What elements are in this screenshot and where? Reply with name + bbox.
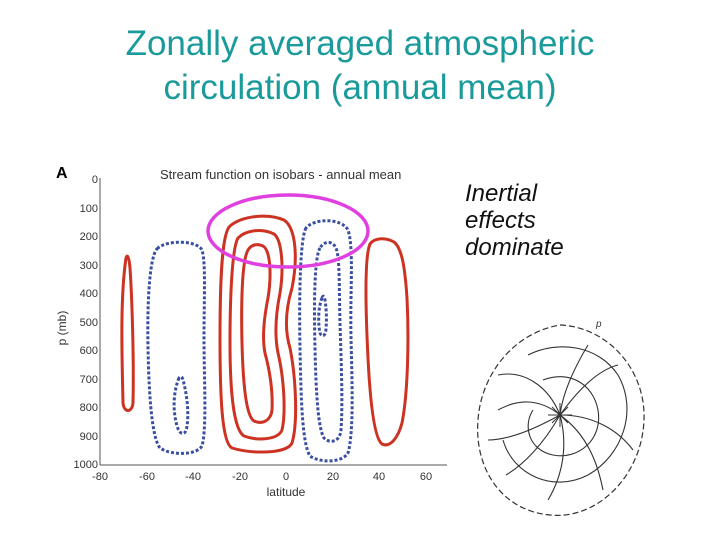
spiral-flow-diagram: p [468, 315, 653, 535]
x-tick-label: -20 [232, 471, 248, 483]
annotation-line-2: effects [465, 207, 536, 234]
annotation-text: Inertial effects dominate [465, 180, 665, 261]
y-axis-label: p (mb) [55, 311, 69, 346]
contour-positive [218, 214, 298, 454]
x-tick-label: 0 [283, 471, 289, 483]
contour-negative [317, 294, 328, 338]
y-tick-label: 800 [80, 402, 98, 414]
plot-title: Stream function on isobars - annual mean [160, 167, 401, 182]
rotating-spiral-flow-icon: p [477, 319, 645, 516]
y-tick-label: 0 [92, 174, 98, 186]
slide-title: Zonally averaged atmospheric circulation… [0, 22, 720, 110]
x-tick-label: 20 [327, 471, 339, 483]
y-tick-label: 400 [80, 288, 98, 300]
contour-positive [364, 237, 410, 447]
contour-negative [313, 240, 344, 443]
contour-positive [120, 254, 135, 412]
stream-function-figure: A Stream function on isobars - annual me… [52, 158, 462, 503]
slide-title-line-2: circulation (annual mean) [163, 68, 557, 107]
y-tick-label: 700 [80, 374, 98, 386]
y-tick-label: 100 [80, 203, 98, 215]
x-tick-label: 40 [373, 471, 385, 483]
x-tick-label: -60 [139, 471, 155, 483]
y-tick-label: 900 [80, 431, 98, 443]
contour-positive [228, 229, 286, 441]
spiral-label: p [595, 319, 602, 330]
upper-level-highlight-ellipse [206, 193, 370, 269]
annotation-line-3: dominate [465, 234, 564, 261]
y-tick-label: 200 [80, 231, 98, 243]
slide-title-line-1: Zonally averaged atmospheric [125, 24, 595, 63]
y-tick-label: 600 [80, 345, 98, 357]
y-tick-label: 500 [80, 317, 98, 329]
contour-negative [298, 219, 354, 463]
contour-negative [172, 375, 190, 435]
x-tick-label: 60 [420, 471, 432, 483]
stream-function-plot: A Stream function on isobars - annual me… [55, 165, 447, 499]
contour-positive [240, 243, 274, 424]
y-tick-label: 1000 [74, 459, 98, 471]
x-tick-label: -40 [185, 471, 201, 483]
contour-negative [146, 240, 207, 455]
x-tick-label: -80 [92, 471, 108, 483]
y-tick-label: 300 [80, 260, 98, 272]
x-axis-label: latitude [267, 485, 306, 499]
annotation-line-1: Inertial [465, 180, 538, 207]
panel-letter: A [56, 165, 68, 182]
